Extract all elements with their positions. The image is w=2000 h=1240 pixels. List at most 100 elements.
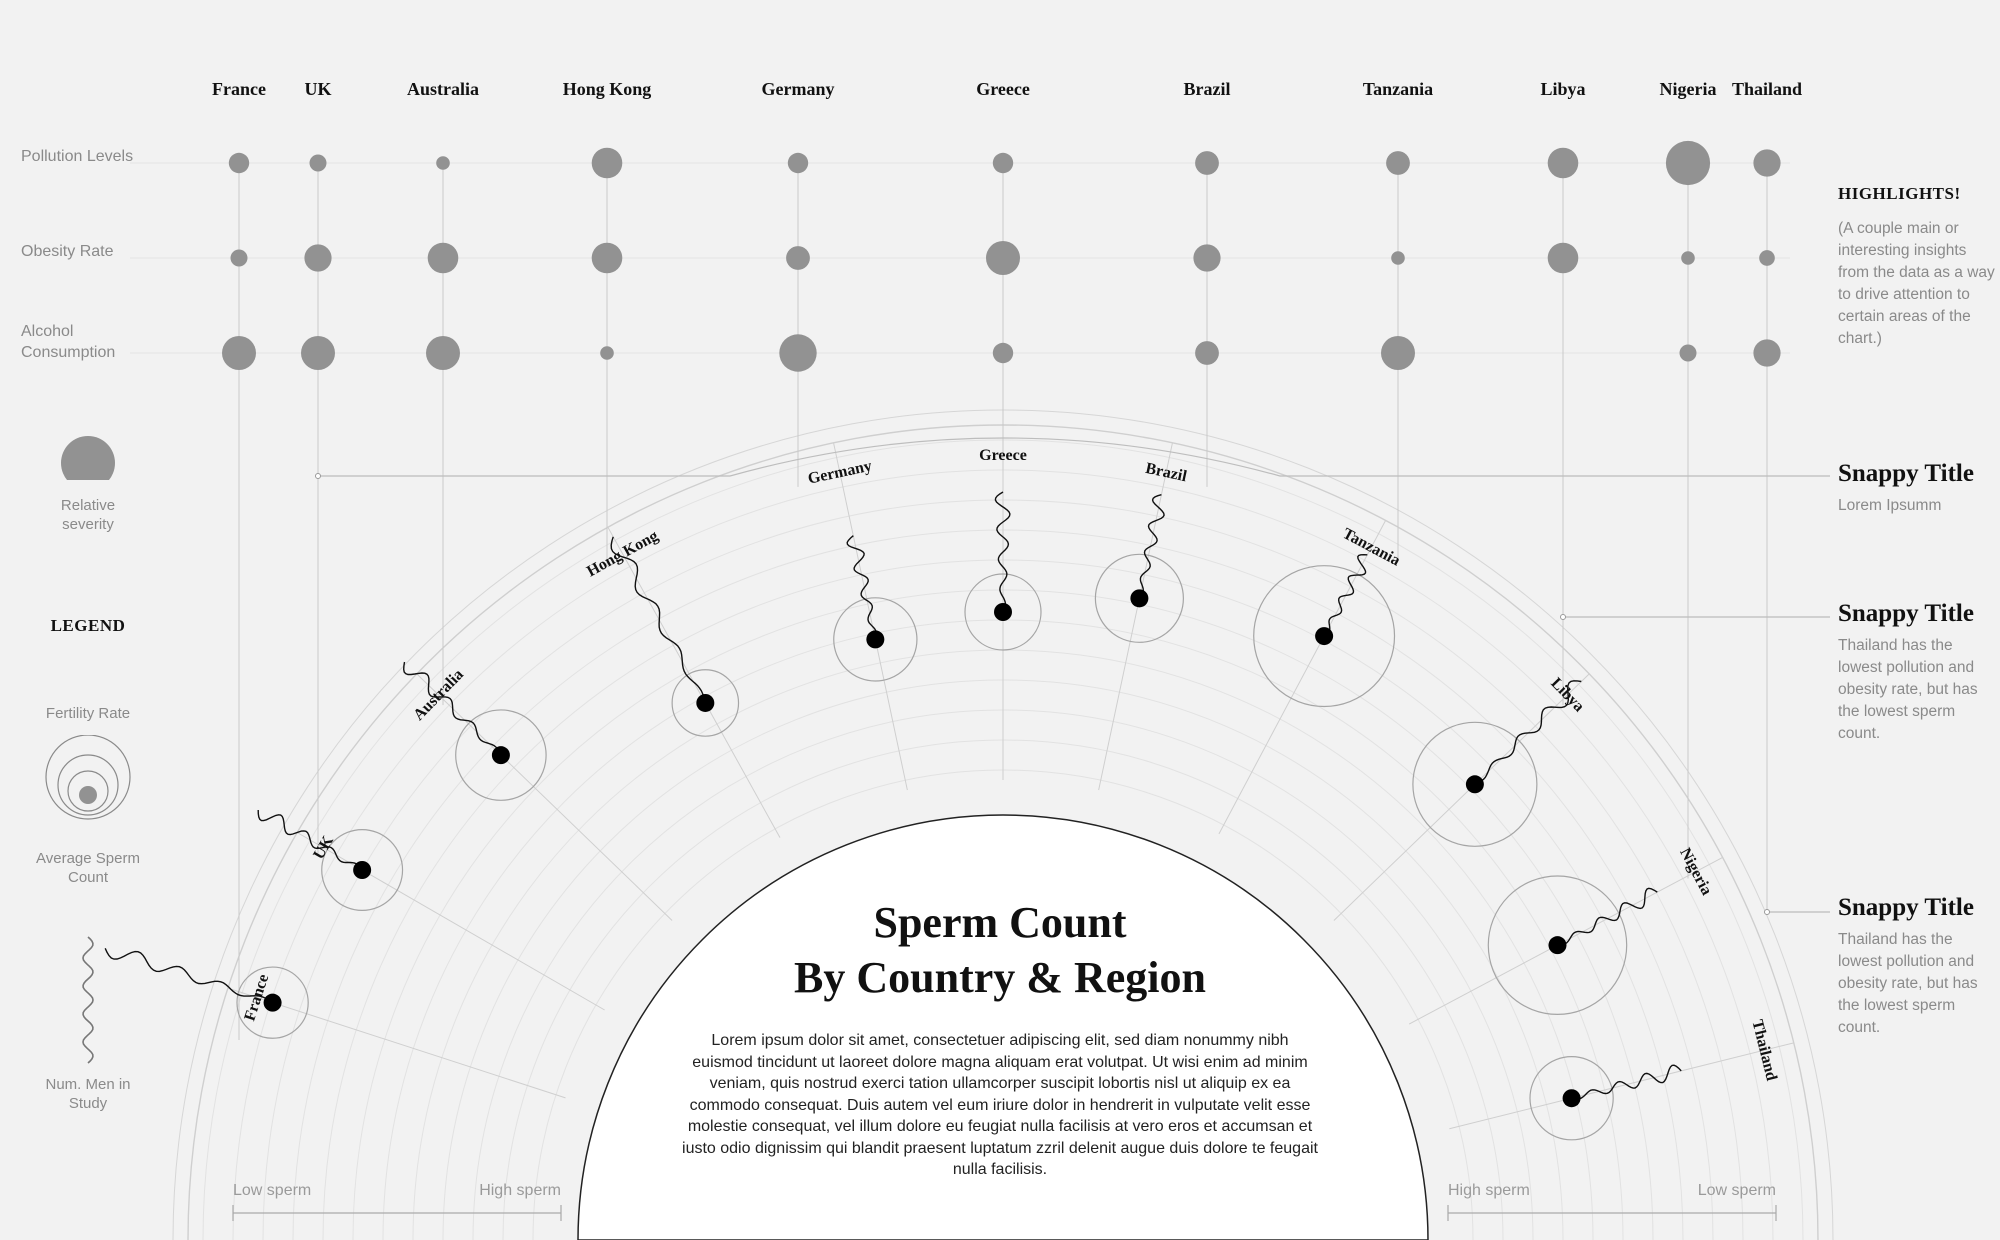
note-1: Snappy Title Lorem Ipsumm	[1838, 458, 1998, 517]
country-spoke	[833, 442, 908, 791]
country-header: Thailand	[1732, 79, 1802, 99]
sperm-tail	[994, 491, 1011, 613]
country-spoke	[1333, 673, 1590, 921]
severity-swatch	[61, 436, 115, 480]
metric-label: Alcohol	[21, 323, 73, 340]
sperm-tail	[1474, 680, 1582, 785]
ring-country-label: Brazil	[1144, 460, 1189, 485]
ring-country-label: Hong Kong	[584, 527, 661, 580]
country-spoke	[227, 987, 566, 1099]
note-2: Snappy Title Thailand has the lowest pol…	[1838, 598, 1998, 745]
ring-country-label: Tanzania	[1340, 525, 1403, 569]
metric-dot	[1547, 242, 1579, 274]
scale-label: Low sperm	[233, 1182, 311, 1199]
sperm-head	[353, 861, 372, 879]
fertility-ring	[1529, 1056, 1614, 1141]
note-text: Thailand has the lowest pollution and ob…	[1838, 637, 1978, 742]
metric-dot	[787, 152, 809, 174]
highlight-leader	[318, 437, 1830, 477]
legend: Relative severity LEGEND Fertility Rate …	[0, 420, 176, 1113]
center-panel-text: Sperm Count By Country & Region Lorem ip…	[680, 895, 1320, 1181]
metric-dot	[992, 342, 1014, 364]
chart-title-line2: By Country & Region	[794, 953, 1206, 1002]
country-header: France	[212, 79, 266, 99]
country-header: Australia	[407, 79, 479, 99]
metric-dot	[1381, 336, 1415, 370]
country-header: Germany	[762, 79, 835, 99]
metric-dot	[1195, 341, 1219, 365]
country-header: Brazil	[1184, 79, 1231, 99]
ring-country-label: Greece	[979, 447, 1027, 464]
country-header: Hong Kong	[563, 79, 652, 99]
fertility-ring	[321, 828, 404, 911]
note-text: Lorem Ipsumm	[1838, 497, 1942, 514]
metric-dot	[986, 241, 1020, 275]
metric-dot	[301, 336, 335, 370]
fertility-ring	[236, 966, 309, 1039]
country-spoke	[1098, 442, 1173, 791]
note-title: Snappy Title	[1838, 600, 1974, 627]
fertility-ring	[1487, 875, 1628, 1015]
sperm-tail	[402, 661, 502, 756]
fertility-rings-icon	[45, 735, 131, 820]
metric-dot	[1195, 151, 1219, 175]
leader-dot	[1560, 614, 1566, 620]
sperm-head	[1315, 627, 1334, 646]
note-title: Snappy Title	[1838, 894, 1974, 921]
metric-label: Obesity Rate	[21, 243, 114, 260]
highlights-panel: HIGHLIGHTS! (A couple main or interestin…	[1838, 184, 1998, 350]
leader-dot	[1764, 909, 1770, 915]
sperm-head	[696, 693, 715, 712]
sperm-tail	[104, 948, 273, 1004]
fertility-ring	[1094, 553, 1184, 643]
ring-country-label: UK	[310, 833, 337, 863]
fertility-ring	[455, 709, 547, 801]
country-header: UK	[305, 79, 332, 99]
metric-dot	[1391, 251, 1405, 265]
sperm-tail	[610, 536, 706, 704]
leader-dot	[315, 473, 321, 479]
note-title: Snappy Title	[1838, 460, 1974, 487]
metric-label: Pollution Levels	[21, 148, 133, 165]
metric-dot	[1665, 140, 1711, 186]
sperm-head	[1465, 775, 1484, 794]
sperm-head	[994, 603, 1012, 621]
metric-dot	[230, 249, 248, 267]
metric-dot	[786, 246, 810, 270]
squiggle-icon	[82, 936, 94, 1064]
country-header: Tanzania	[1363, 79, 1433, 99]
legend-title: LEGEND	[50, 616, 126, 635]
severity-label: Relative severity	[60, 497, 116, 533]
ring-country-label: Nigeria	[1676, 845, 1715, 898]
metric-dot	[427, 242, 459, 274]
sperm-head	[491, 746, 510, 765]
country-spoke	[1218, 520, 1387, 835]
metric-dot	[228, 152, 250, 174]
note-3: Snappy Title Thailand has the lowest pol…	[1838, 892, 1998, 1039]
metric-dot	[1193, 244, 1221, 272]
sperm-head	[1548, 936, 1567, 955]
highlights-text: (A couple main or interesting insights f…	[1838, 220, 1995, 347]
fertility-ring	[671, 669, 740, 737]
fertility-ring	[833, 597, 918, 682]
avg-sperm-label: Average Sperm Count	[36, 850, 140, 886]
metric-dot	[426, 336, 460, 370]
ring-country-label: Thailand	[1748, 1018, 1780, 1083]
metric-dot	[222, 336, 256, 370]
metric-dot	[1681, 251, 1695, 265]
chart-title-line1: Sperm Count	[873, 898, 1127, 947]
sperm-head	[866, 630, 885, 649]
country-spoke	[416, 673, 673, 921]
metric-dot	[1386, 151, 1410, 175]
center-panel	[577, 814, 1429, 1240]
scale-label: Low sperm	[1698, 1182, 1776, 1199]
country-spoke	[1449, 1042, 1794, 1130]
metric-dot	[304, 244, 332, 272]
chart-description: Lorem ipsum dolor sit amet, consectetuer…	[682, 1032, 1318, 1178]
sperm-tail	[257, 809, 363, 871]
fertility-ring	[1412, 721, 1538, 847]
metric-dot	[1759, 250, 1775, 266]
severity-circle	[61, 436, 115, 480]
sperm-head	[1562, 1089, 1581, 1108]
